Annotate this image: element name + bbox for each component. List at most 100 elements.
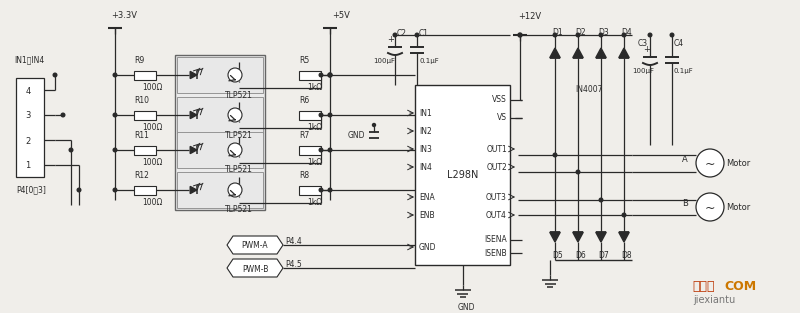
Text: 1kΩ: 1kΩ xyxy=(307,123,322,132)
Bar xyxy=(299,146,321,155)
Bar xyxy=(177,172,263,208)
Polygon shape xyxy=(550,48,560,58)
Text: 100μF: 100μF xyxy=(373,58,395,64)
Text: TLP521: TLP521 xyxy=(225,131,253,140)
Polygon shape xyxy=(618,48,630,58)
Circle shape xyxy=(53,73,57,77)
Text: L298N: L298N xyxy=(447,170,478,180)
Polygon shape xyxy=(596,232,606,242)
Text: +3.3V: +3.3V xyxy=(111,11,137,20)
Text: 接线图: 接线图 xyxy=(692,280,714,294)
Text: ENA: ENA xyxy=(419,192,434,202)
Text: 0.1μF: 0.1μF xyxy=(419,58,438,64)
Bar xyxy=(16,78,44,177)
Circle shape xyxy=(319,148,323,152)
Text: 1: 1 xyxy=(26,162,30,171)
Bar xyxy=(134,70,156,80)
Circle shape xyxy=(61,113,65,117)
Text: PWM-A: PWM-A xyxy=(242,242,268,250)
Circle shape xyxy=(576,170,580,174)
Polygon shape xyxy=(190,187,197,194)
Text: 100Ω: 100Ω xyxy=(142,83,162,92)
Text: 100Ω: 100Ω xyxy=(142,198,162,207)
Text: GND: GND xyxy=(347,131,365,140)
Text: GND: GND xyxy=(458,303,475,312)
Circle shape xyxy=(114,148,117,152)
Polygon shape xyxy=(227,236,283,254)
Text: 100Ω: 100Ω xyxy=(142,123,162,132)
Circle shape xyxy=(599,198,603,202)
Circle shape xyxy=(114,73,117,77)
Text: 100μF: 100μF xyxy=(632,68,654,74)
Circle shape xyxy=(328,73,332,77)
Text: D1: D1 xyxy=(552,28,562,37)
Text: 1kΩ: 1kΩ xyxy=(307,158,322,167)
Circle shape xyxy=(228,108,242,122)
Text: ~: ~ xyxy=(705,157,715,171)
Circle shape xyxy=(319,113,323,117)
Bar xyxy=(134,146,156,155)
Text: 1kΩ: 1kΩ xyxy=(307,83,322,92)
Circle shape xyxy=(670,33,674,37)
Polygon shape xyxy=(190,111,197,119)
Text: 2: 2 xyxy=(26,136,30,146)
Text: IN4007: IN4007 xyxy=(576,85,603,95)
Text: +12V: +12V xyxy=(518,12,541,21)
Circle shape xyxy=(599,33,603,37)
Text: COM: COM xyxy=(724,280,756,294)
Polygon shape xyxy=(573,48,583,58)
Polygon shape xyxy=(596,48,606,58)
Polygon shape xyxy=(618,232,630,242)
Circle shape xyxy=(228,68,242,82)
Text: C4: C4 xyxy=(674,39,684,48)
Text: A: A xyxy=(682,155,688,163)
Bar xyxy=(175,55,265,210)
Circle shape xyxy=(328,73,332,77)
Text: 0.1μF: 0.1μF xyxy=(674,68,694,74)
Text: IN1: IN1 xyxy=(419,109,432,117)
Circle shape xyxy=(696,149,724,177)
Text: OUT3: OUT3 xyxy=(486,192,507,202)
Circle shape xyxy=(648,33,652,37)
Text: B: B xyxy=(682,199,688,208)
Text: ISENA: ISENA xyxy=(484,235,507,244)
Text: D6: D6 xyxy=(575,251,586,260)
Circle shape xyxy=(622,33,626,37)
Bar xyxy=(299,70,321,80)
Text: PWM-B: PWM-B xyxy=(242,264,268,274)
Text: D2: D2 xyxy=(575,28,586,37)
Polygon shape xyxy=(190,146,197,154)
Text: R10: R10 xyxy=(134,96,149,105)
Text: 100Ω: 100Ω xyxy=(142,158,162,167)
Circle shape xyxy=(328,148,332,152)
Polygon shape xyxy=(550,232,560,242)
Circle shape xyxy=(328,113,332,117)
Text: VSS: VSS xyxy=(492,95,507,105)
Text: OUT4: OUT4 xyxy=(486,211,507,219)
Text: R9: R9 xyxy=(134,56,144,65)
Circle shape xyxy=(415,33,419,37)
Text: +: + xyxy=(387,35,394,44)
Circle shape xyxy=(114,113,117,117)
Text: +5V: +5V xyxy=(332,11,350,20)
Bar xyxy=(134,110,156,120)
Bar xyxy=(299,186,321,194)
Text: R7: R7 xyxy=(299,131,310,140)
Text: Motor: Motor xyxy=(726,160,750,168)
Text: D5: D5 xyxy=(552,251,562,260)
Circle shape xyxy=(554,33,557,37)
Text: D4: D4 xyxy=(621,28,632,37)
Text: R5: R5 xyxy=(299,56,310,65)
Circle shape xyxy=(77,188,81,192)
Bar xyxy=(177,132,263,168)
Circle shape xyxy=(228,183,242,197)
Text: TLP521: TLP521 xyxy=(225,166,253,175)
Circle shape xyxy=(114,188,117,192)
Circle shape xyxy=(696,193,724,221)
Text: D8: D8 xyxy=(621,251,632,260)
Text: ENB: ENB xyxy=(419,211,434,219)
Text: C2: C2 xyxy=(397,29,407,38)
Circle shape xyxy=(319,188,323,192)
Text: R12: R12 xyxy=(134,171,149,180)
Text: Motor: Motor xyxy=(726,203,750,213)
